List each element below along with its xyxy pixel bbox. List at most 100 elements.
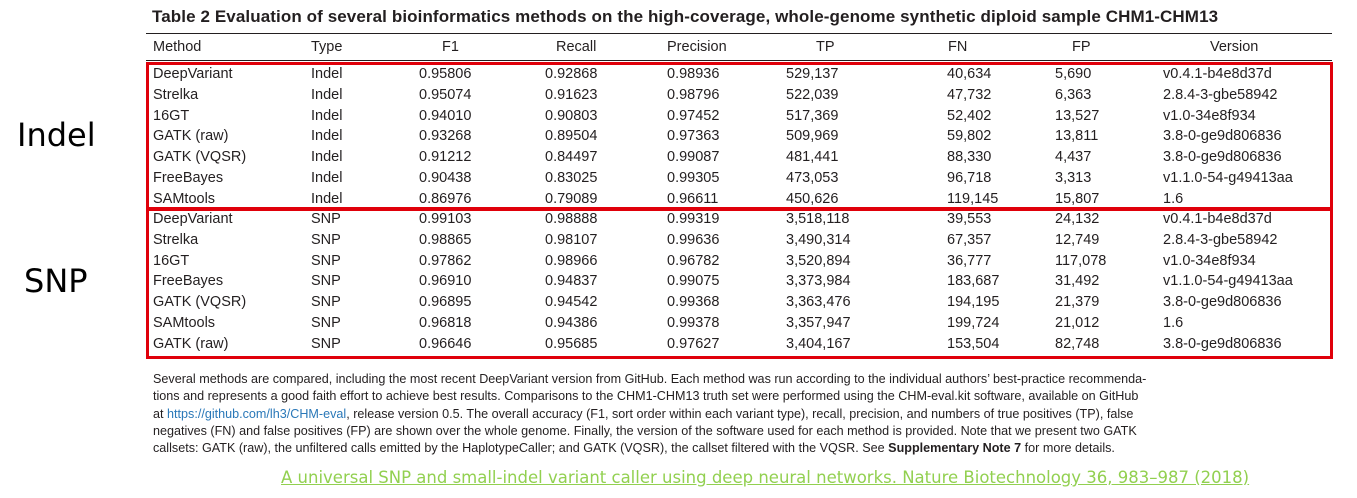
- column-header: Version: [1210, 39, 1259, 55]
- table-cell: SNP: [311, 273, 341, 290]
- table-cell: 0.96611: [667, 190, 719, 207]
- table-title: Table 2 Evaluation of several bioinforma…: [152, 7, 1219, 26]
- table-cell: 0.99075: [667, 273, 720, 290]
- table-header-row: Method Type F1 Recall Precision TP FN FP…: [0, 37, 1357, 58]
- table-cell: Indel: [311, 86, 343, 103]
- table-cell: 3,313: [1055, 170, 1092, 186]
- table-row: 16GT Indel 0.94010 0.90803 0.97452 517,369 52,…: [0, 106, 1357, 127]
- table-cell: 0.96818: [419, 315, 472, 331]
- table-cell: v1.0-34e8f934: [1163, 107, 1256, 124]
- column-header: Precision: [667, 39, 727, 55]
- table-cell: 0.98865: [419, 231, 472, 248]
- table-cell: Indel: [311, 190, 343, 207]
- table-cell: v1.1.0-54-g49413aa: [1163, 273, 1293, 290]
- caption-text: callsets: GATK (raw), the unfiltered cal…: [153, 441, 889, 456]
- table-cell: 0.98796: [667, 86, 720, 103]
- table-cell: 31,492: [1055, 273, 1100, 290]
- column-header: Method: [153, 39, 202, 55]
- table-cell: 15,807: [1055, 190, 1100, 207]
- table-cell: 67,357: [947, 231, 992, 248]
- table-row: GATK (raw) Indel 0.93268 0.89504 0.97363 509,…: [0, 126, 1357, 147]
- table-cell: 0.98966: [545, 252, 598, 269]
- column-header: TP: [816, 39, 835, 55]
- table-cell: GATK (raw): [153, 335, 229, 352]
- table-cell: 0.95074: [419, 86, 472, 103]
- table-row: GATK (raw) SNP 0.96646 0.95685 0.97627 3,404,…: [0, 334, 1357, 355]
- table-cell: 3,357,947: [786, 315, 851, 331]
- table-cell: 0.94542: [545, 294, 598, 311]
- caption-text: for more details.: [1021, 441, 1115, 456]
- table-cell: 0.79089: [545, 190, 598, 207]
- table-cell: 59,802: [947, 128, 992, 145]
- table-cell: 2.8.4-3-gbe58942: [1163, 86, 1278, 103]
- table-cell: 0.96646: [419, 335, 472, 352]
- table-cell: 5,690: [1055, 66, 1092, 82]
- table-row: FreeBayes Indel 0.90438 0.83025 0.99305 473,0…: [0, 168, 1357, 189]
- table-cell: 509,969: [786, 128, 839, 145]
- citation-link[interactable]: A universal SNP and small-indel variant …: [281, 468, 1250, 487]
- table-cell: Indel: [311, 149, 343, 166]
- table-cell: 3,518,118: [786, 211, 850, 227]
- table-cell: 0.95685: [545, 335, 598, 352]
- table-cell: SNP: [311, 231, 341, 248]
- table-row: DeepVariant Indel 0.95806 0.92868 0.98936 529…: [0, 64, 1357, 85]
- table-cell: 96,718: [947, 170, 992, 186]
- table-cell: 0.90803: [545, 107, 598, 124]
- table-cell: 3.8-0-ge9d806836: [1163, 294, 1282, 311]
- table-cell: 517,369: [786, 107, 839, 124]
- table-cell: 194,195: [947, 294, 1000, 311]
- table-cell: 3.8-0-ge9d806836: [1163, 335, 1282, 352]
- column-header: FN: [948, 39, 968, 55]
- table-cell: GATK (raw): [153, 128, 229, 145]
- table-cell: 0.96895: [419, 294, 472, 311]
- column-header: FP: [1072, 39, 1091, 55]
- table-cell: 0.98107: [545, 231, 598, 248]
- table-cell: 0.98936: [667, 66, 720, 82]
- table-row: Strelka Indel 0.95074 0.91623 0.98796 522,039…: [0, 85, 1357, 106]
- table-cell: 0.99087: [667, 149, 720, 166]
- table-cell: 52,402: [947, 107, 992, 124]
- table-cell: 153,504: [947, 335, 1000, 352]
- table-cell: 0.97452: [667, 107, 720, 124]
- table-cell: 0.89504: [545, 128, 598, 145]
- table-row: SAMtools Indel 0.86976 0.79089 0.96611 450,62…: [0, 189, 1357, 210]
- table-caption: Several methods are compared, including …: [153, 371, 1333, 457]
- table-cell: 40,634: [947, 66, 992, 82]
- table-cell: SAMtools: [153, 190, 216, 207]
- table-cell: FreeBayes: [153, 170, 224, 186]
- table-cell: v0.4.1-b4e8d37d: [1163, 211, 1272, 227]
- table-cell: v0.4.1-b4e8d37d: [1163, 66, 1272, 82]
- table-cell: 4,437: [1055, 149, 1092, 166]
- table-cell: 3,404,167: [786, 335, 851, 352]
- table-cell: 16GT: [153, 107, 190, 124]
- table-cell: 0.99636: [667, 231, 720, 248]
- table-cell: 0.96782: [667, 252, 720, 269]
- table-cell: 0.97627: [667, 335, 720, 352]
- github-link[interactable]: https://github.com/lh3/CHM-eval: [167, 406, 347, 421]
- table-cell: 0.90438: [419, 170, 472, 186]
- table-cell: 6,363: [1055, 86, 1092, 103]
- table-row: 16GT SNP 0.97862 0.98966 0.96782 3,520,894 36,…: [0, 251, 1357, 272]
- table-cell: SNP: [311, 252, 341, 269]
- table-cell: FreeBayes: [153, 273, 224, 290]
- table-cell: 0.91212: [419, 149, 472, 166]
- table-cell: v1.1.0-54-g49413aa: [1163, 170, 1293, 186]
- table-header-rule: [146, 60, 1332, 61]
- table-cell: 0.99319: [667, 211, 720, 227]
- table-row: GATK (VQSR) SNP 0.96895 0.94542 0.99368 3,363…: [0, 292, 1357, 313]
- table-cell: 0.99305: [667, 170, 720, 186]
- table-cell: v1.0-34e8f934: [1163, 252, 1256, 269]
- table-row: FreeBayes SNP 0.96910 0.94837 0.99075 3,373,9…: [0, 271, 1357, 292]
- table-cell: 117,078: [1055, 252, 1107, 269]
- caption-line: negatives (FN) and false positives (FP) …: [153, 423, 1137, 438]
- table-row: GATK (VQSR) Indel 0.91212 0.84497 0.99087 481…: [0, 147, 1357, 168]
- table-cell: 13,811: [1055, 128, 1099, 145]
- table-cell: 529,137: [786, 66, 839, 82]
- table-cell: 0.84497: [545, 149, 598, 166]
- column-header: Recall: [556, 39, 597, 55]
- table-cell: 1.6: [1163, 190, 1184, 207]
- caption-text: , release version 0.5. The overall accur…: [346, 406, 1134, 421]
- table-cell: 3.8-0-ge9d806836: [1163, 128, 1282, 145]
- table-cell: Indel: [311, 66, 343, 82]
- table-row: Strelka SNP 0.98865 0.98107 0.99636 3,490,314…: [0, 230, 1357, 251]
